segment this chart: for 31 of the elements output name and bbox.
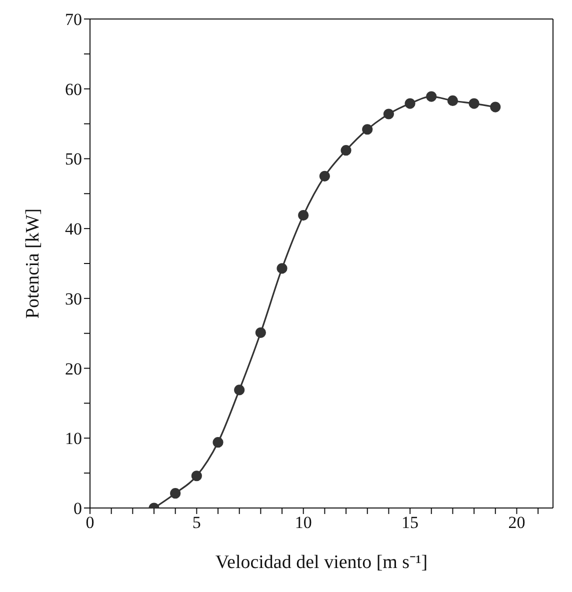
y-tick-label: 40 [65, 220, 82, 239]
x-tick-label: 20 [508, 513, 526, 532]
point [447, 95, 458, 106]
point [468, 98, 480, 109]
y-tick-label: 60 [65, 80, 82, 99]
point [383, 108, 394, 120]
x-axis-title: Velocidad del viento [m s⁻¹] [215, 552, 428, 573]
y-tick-label: 20 [65, 359, 82, 378]
y-axis-title: Potencia [kW] [22, 208, 44, 319]
point [191, 470, 202, 482]
point [234, 384, 245, 396]
point [276, 263, 288, 274]
point [404, 98, 416, 109]
point [362, 124, 373, 135]
x-tick-label: 5 [192, 513, 201, 532]
point [170, 488, 181, 499]
point [255, 327, 266, 338]
point [298, 210, 309, 221]
point [319, 170, 330, 182]
y-tick-label: 0 [74, 499, 82, 518]
x-tick-label: 10 [294, 513, 312, 532]
x-tick-label: 15 [402, 513, 419, 532]
point [340, 145, 352, 156]
point [490, 102, 501, 112]
x-tick-label: 0 [86, 513, 94, 532]
y-tick-label: 10 [65, 429, 82, 448]
point [426, 91, 437, 102]
y-tick-label: 50 [65, 150, 82, 169]
y-tick-label: 30 [65, 289, 82, 308]
point [212, 437, 224, 448]
y-tick-label: 70 [65, 10, 82, 30]
